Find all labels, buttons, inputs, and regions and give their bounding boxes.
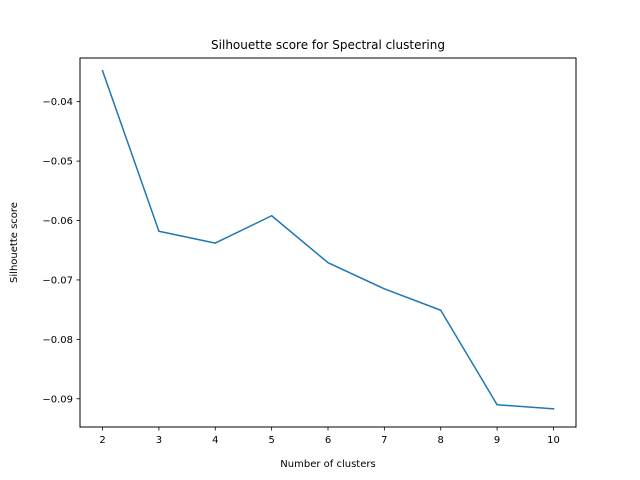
x-tick-label: 10 [547,435,560,446]
y-tick-label: −0.07 [42,275,73,286]
y-tick-label: −0.05 [42,157,73,168]
data-point [439,309,442,311]
x-tick-label: 3 [156,435,162,446]
axes-frame [79,57,577,428]
y-tick-label: −0.06 [42,216,73,227]
data-point [327,261,329,264]
y-axis-label: Silhouette score [9,202,20,283]
x-tick-label: 7 [381,435,387,446]
data-point [214,242,217,244]
data-point [270,215,273,217]
data-point [101,70,104,72]
y-tick-label: −0.04 [42,97,73,108]
data-point [383,288,386,290]
plot-area: 2 3 4 5 6 7 8 9 10 −0.04 −0.05 −0.06 −0.07 −0.08 −0.09 [42,69,560,446]
x-tick-label: 2 [99,435,105,446]
data-point [158,230,160,232]
chart-title: Silhouette score for Spectral clustering [211,38,445,52]
data-point [552,408,555,410]
x-tick-label: 6 [325,435,331,446]
x-axis-label: Number of clusters [280,459,375,470]
x-tick-label: 9 [494,435,500,446]
y-tick-label: −0.09 [42,394,73,405]
data-point [496,403,498,406]
y-tick-label: −0.08 [42,335,73,346]
x-tick-label: 5 [268,435,274,446]
x-tick-label: 4 [212,435,218,446]
x-tick-label: 8 [438,435,444,446]
